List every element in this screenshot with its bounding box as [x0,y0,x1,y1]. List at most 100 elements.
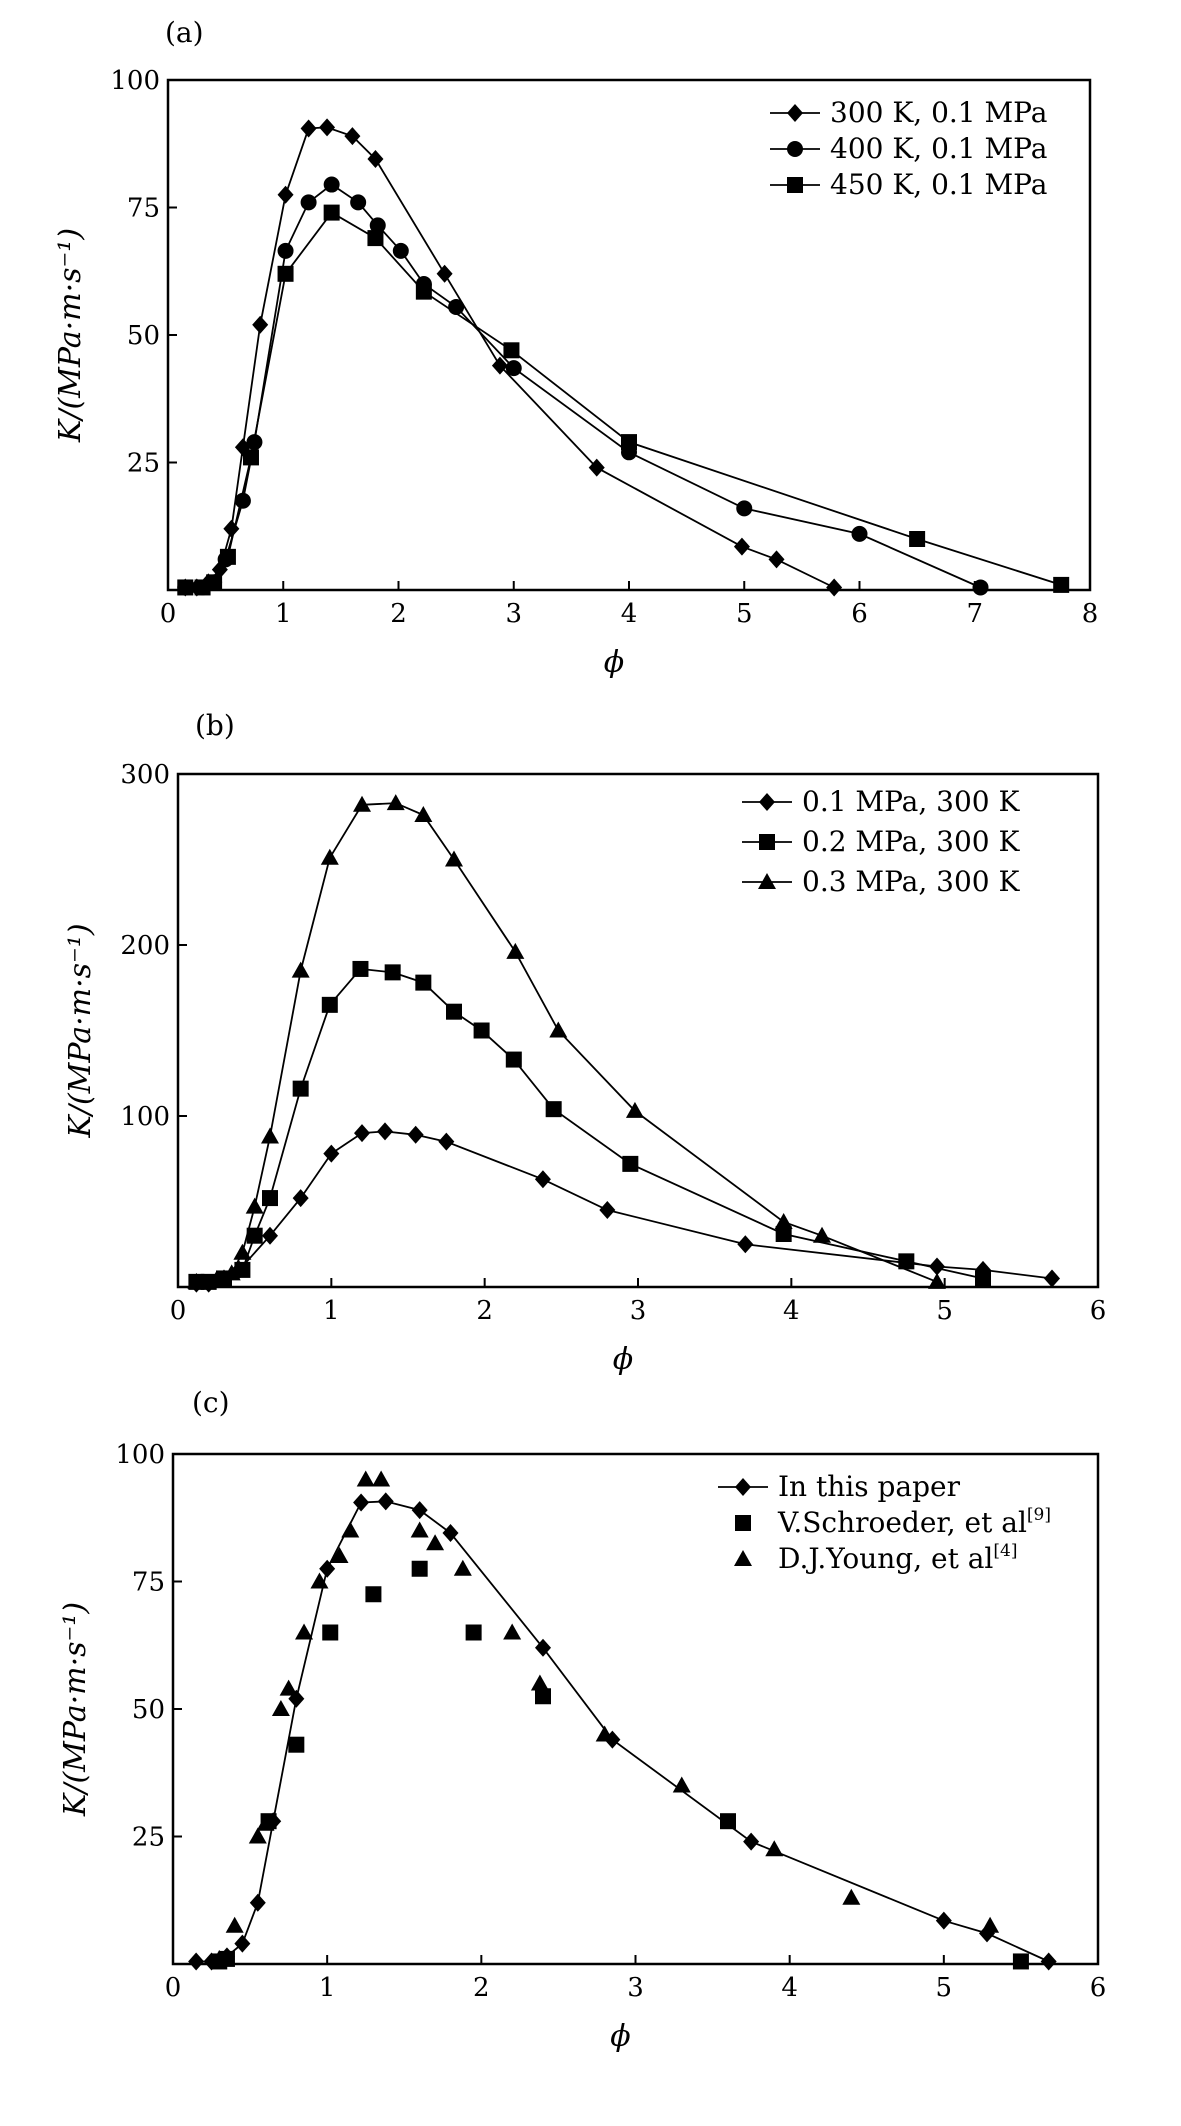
x-tick-label: 1 [319,1973,336,2003]
data-point [292,1080,309,1097]
x-tick-label: 0 [160,599,177,629]
data-point [350,194,367,211]
x-tick-label: 4 [781,1973,798,2003]
data-point [415,283,432,300]
data-point [234,1261,251,1278]
x-tick-label: 8 [1082,599,1099,629]
data-point [372,1470,391,1487]
data-point [377,1492,394,1511]
y-axis-label: K/(MPa·m·s⁻¹) [63,923,98,1138]
data-point [621,434,637,451]
panel-label: (a) [165,16,204,49]
legend: 0.1 MPa, 300 K 0.2 MPa, 300 K 0.3 MPa, 300… [742,785,1021,898]
data-point [595,1725,614,1742]
chart-panel-3: (c) 0 1 2 3 4 5 6 25 50 75 100 ϕ K/(MPa·m·s⁻¹) In this… [58,1386,1106,2054]
legend-entry-name: D.J.Young, et al [778,1542,993,1575]
data-point [765,1840,784,1857]
y-tick-label: 25 [132,1823,165,1853]
data-point [369,217,386,234]
data-point [246,1227,263,1244]
legend-marker [759,834,775,850]
data-point [720,1813,736,1830]
data-point [344,127,361,146]
data-point [356,1470,375,1487]
legend-marker [787,104,803,122]
data-point [279,1679,298,1696]
data-point [233,1243,252,1260]
y-tick-label: 50 [127,321,160,351]
data-point [743,1832,760,1851]
data-point [453,1559,472,1576]
data-point [187,1272,206,1289]
x-tick-label: 3 [630,1296,647,1326]
data-point [733,537,750,556]
data-point [271,1700,290,1716]
data-point [826,578,843,597]
x-tick-label: 0 [170,1296,187,1326]
x-tick-label: 5 [936,1973,953,2003]
data-point [411,1560,428,1577]
legend-entry: In this paper [778,1470,961,1503]
data-point [535,1688,551,1705]
data-point [353,795,371,812]
data-point [177,579,194,596]
panel-label: (c) [192,1386,230,1419]
data-point [321,996,338,1013]
data-point [1040,1952,1057,1971]
data-point [851,525,868,542]
data-point [234,492,251,509]
legend-entry: 0.3 MPa, 300 K [802,865,1021,898]
data-point [599,1201,616,1220]
data-point [234,1934,251,1953]
data-point [506,942,525,959]
y-tick-label: 100 [110,66,160,96]
legend-entry-name: V.Schroeder, et al [777,1506,1027,1539]
data-point [436,264,453,283]
data-point [491,356,508,375]
data-point [737,1235,754,1254]
data-point [426,1534,445,1551]
data-point [277,185,294,204]
data-point [322,1624,339,1641]
x-tick-label: 7 [966,599,983,629]
y-tick-label: 100 [115,1440,165,1470]
data-point [288,1736,305,1753]
data-point [929,1257,945,1276]
data-point [768,550,785,569]
data-point [588,458,605,477]
data-point [898,1253,915,1270]
y-tick-label: 75 [132,1568,165,1598]
legend-marker [735,1478,751,1496]
x-axis-label: ϕ [610,2019,630,2054]
legend-entry-name: 300 K, 0.1 MPa [830,96,1047,129]
data-point [842,1888,861,1905]
series-2 [177,176,989,596]
data-point [534,1170,551,1189]
legend-entry: 300 K, 0.1 MPa [830,96,1047,129]
data-point [392,242,409,259]
series-2 [188,960,991,1290]
y-tick-label: 25 [127,449,160,479]
x-tick-label: 2 [473,1973,490,2003]
data-point [503,1623,522,1640]
data-point [411,1501,428,1520]
data-point [386,794,405,811]
x-tick-label: 2 [390,599,407,629]
data-point [384,964,401,981]
x-tick-label: 6 [1090,1296,1107,1326]
x-tick-label: 6 [1090,1973,1107,2003]
chart-panel-2: (b) 0 1 2 3 4 5 6 100 200 300 ϕ K/(MPa·m·s⁻¹) 0.1 MPa… [63,709,1106,1377]
legend-marker [787,177,803,193]
data-point [206,574,223,591]
data-point [252,315,269,334]
data-point [367,230,384,247]
x-tick-label: 0 [165,1973,182,2003]
x-tick-label: 5 [736,599,753,629]
data-point [319,118,336,137]
data-point [414,806,433,823]
data-point [249,1893,266,1912]
legend-marker [734,1550,752,1566]
data-point [622,1155,639,1172]
